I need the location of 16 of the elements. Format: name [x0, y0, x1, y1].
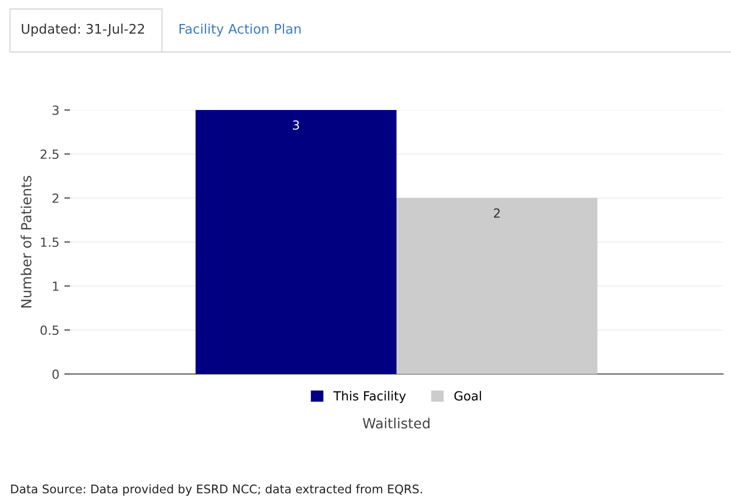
y-tick-label: 3: [52, 105, 59, 115]
y-tick-label: 1.5: [41, 238, 58, 247]
text: Updated: 31-Jul-22: [22, 24, 144, 36]
y-tick-label: 0.5: [40, 325, 58, 335]
legend-label: Goal: [454, 390, 481, 401]
y-tick-label: 1: [53, 282, 58, 291]
y-tick-label: 2.5: [40, 149, 58, 159]
y-tick-label: 0: [52, 369, 59, 379]
source-note: Data Source: Data provided by ESRD NCC; data extracted from EQRS.: [11, 484, 422, 496]
y-tick-label: 2: [52, 193, 58, 203]
legend-label: This Facility: [333, 390, 406, 404]
x-axis-title: Waitlisted: [362, 418, 430, 428]
text: Facility Action Plan: [180, 24, 301, 36]
data-label: 2: [494, 208, 500, 218]
data-label: 3: [293, 120, 300, 130]
y-axis-title: Number of Patients: [20, 176, 32, 308]
